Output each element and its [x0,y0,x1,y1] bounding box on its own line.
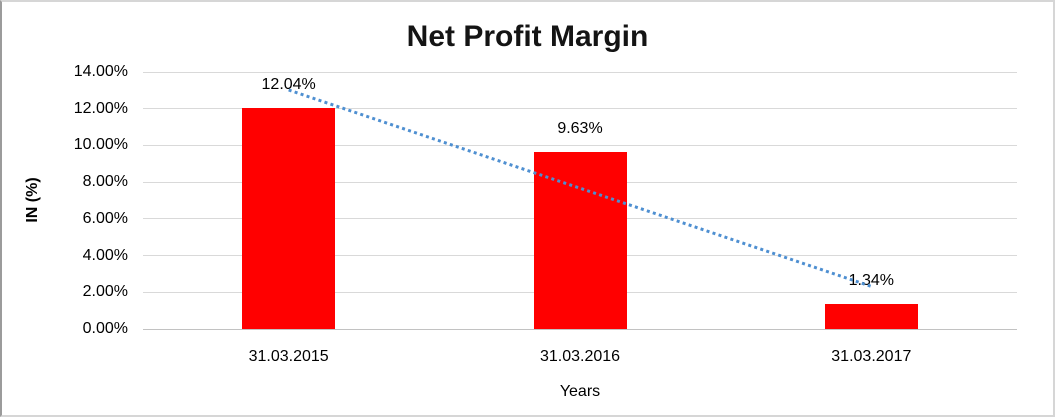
x-axis-line [143,328,1017,330]
chart-title: Net Profit Margin [406,20,649,53]
bar-31.03.2017 [824,304,918,329]
y-axis-title: IN (%) [24,177,41,223]
x-tick-label: 31.03.2016 [539,348,621,365]
bar-31.03.2015 [242,107,336,329]
y-tick-label: 12.00% [73,99,128,117]
data-label: 12.04% [261,75,316,93]
y-tick-label: 10.00% [73,136,128,154]
x-tick-label: 31.03.2015 [248,348,329,365]
x-tick-label: 31.03.2017 [831,348,912,365]
y-tick-label: 14.00% [73,63,128,80]
gridline [143,71,1017,73]
y-tick-label: 2.00% [82,283,128,301]
y-tick-label: 6.00% [82,209,128,227]
y-tick-label: 0.00% [82,320,128,337]
data-label: 9.63% [557,120,603,138]
bar-31.03.2016 [533,152,627,329]
y-tick-label: 8.00% [82,173,128,191]
y-tick-label: 4.00% [82,246,128,264]
x-axis-title: Years [559,383,601,400]
data-label: 1.34% [848,272,895,290]
